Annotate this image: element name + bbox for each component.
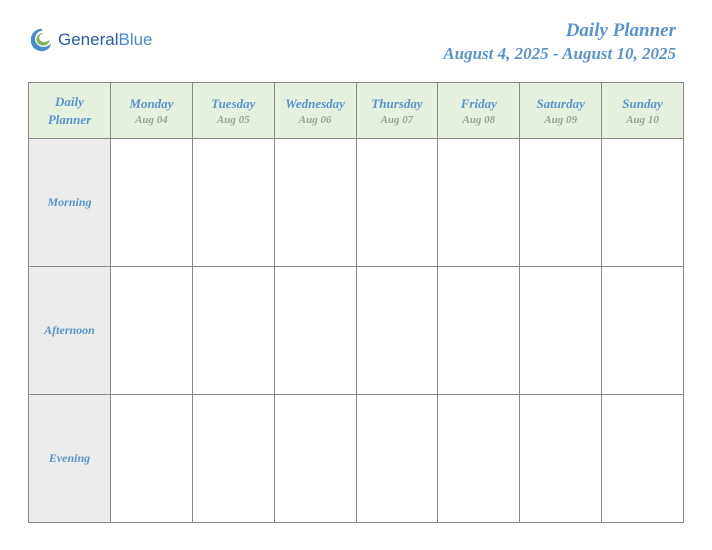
day-name: Saturday — [520, 96, 601, 112]
slot-cell — [192, 139, 274, 267]
slot-cell — [274, 139, 356, 267]
period-label-evening: Evening — [29, 395, 111, 523]
day-date: Aug 08 — [438, 114, 519, 126]
date-range: August 4, 2025 - August 10, 2025 — [443, 44, 676, 64]
day-date: Aug 09 — [520, 114, 601, 126]
day-date: Aug 04 — [111, 114, 192, 126]
slot-cell — [356, 395, 438, 523]
day-name: Wednesday — [275, 96, 356, 112]
day-name: Tuesday — [193, 96, 274, 112]
slot-cell — [274, 395, 356, 523]
page-header: GeneralBlue Daily Planner August 4, 2025… — [28, 20, 684, 64]
slot-cell — [192, 395, 274, 523]
day-header-mon: Monday Aug 04 — [111, 83, 193, 139]
slot-cell — [111, 139, 193, 267]
slot-cell — [438, 395, 520, 523]
slot-cell — [602, 395, 684, 523]
page-title: Daily Planner — [443, 20, 676, 42]
slot-cell — [602, 267, 684, 395]
row-evening: Evening — [29, 395, 684, 523]
slot-cell — [356, 139, 438, 267]
slot-cell — [111, 267, 193, 395]
slot-cell — [192, 267, 274, 395]
slot-cell — [274, 267, 356, 395]
slot-cell — [520, 139, 602, 267]
logo: GeneralBlue — [28, 26, 153, 54]
header-row: DailyPlanner Monday Aug 04 Tuesday Aug 0… — [29, 83, 684, 139]
slot-cell — [111, 395, 193, 523]
day-date: Aug 05 — [193, 114, 274, 126]
day-header-sat: Saturday Aug 09 — [520, 83, 602, 139]
day-name: Thursday — [357, 96, 438, 112]
day-header-sun: Sunday Aug 10 — [602, 83, 684, 139]
row-afternoon: Afternoon — [29, 267, 684, 395]
day-name: Sunday — [602, 96, 683, 112]
slot-cell — [438, 267, 520, 395]
slot-cell — [520, 267, 602, 395]
row-morning: Morning — [29, 139, 684, 267]
day-header-tue: Tuesday Aug 05 — [192, 83, 274, 139]
day-name: Monday — [111, 96, 192, 112]
logo-word-general: General — [58, 30, 118, 49]
logo-word-blue: Blue — [118, 30, 152, 49]
logo-text: GeneralBlue — [58, 30, 153, 50]
day-header-thu: Thursday Aug 07 — [356, 83, 438, 139]
day-header-fri: Friday Aug 08 — [438, 83, 520, 139]
day-header-wed: Wednesday Aug 06 — [274, 83, 356, 139]
title-block: Daily Planner August 4, 2025 - August 10… — [443, 20, 676, 64]
period-label-afternoon: Afternoon — [29, 267, 111, 395]
day-date: Aug 06 — [275, 114, 356, 126]
period-label-morning: Morning — [29, 139, 111, 267]
slot-cell — [520, 395, 602, 523]
day-date: Aug 10 — [602, 114, 683, 126]
corner-cell: DailyPlanner — [29, 83, 111, 139]
corner-label-text: DailyPlanner — [48, 94, 91, 127]
corner-label: DailyPlanner — [29, 93, 110, 128]
slot-cell — [602, 139, 684, 267]
day-name: Friday — [438, 96, 519, 112]
planner-table: DailyPlanner Monday Aug 04 Tuesday Aug 0… — [28, 82, 684, 523]
slot-cell — [438, 139, 520, 267]
swirl-icon — [28, 26, 56, 54]
slot-cell — [356, 267, 438, 395]
day-date: Aug 07 — [357, 114, 438, 126]
